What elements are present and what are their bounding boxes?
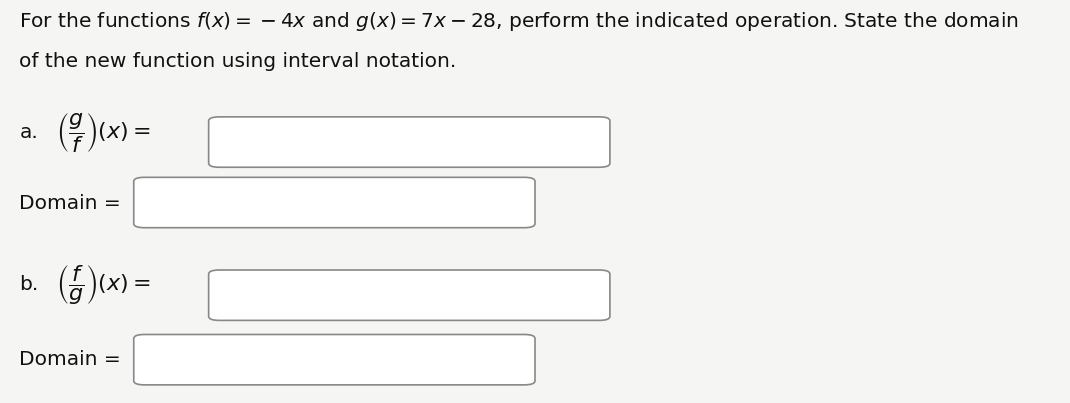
Text: Domain =: Domain = [19,194,121,213]
Text: $\left(\dfrac{g}{f}\right)(x) =$: $\left(\dfrac{g}{f}\right)(x) =$ [56,112,151,154]
Text: Domain =: Domain = [19,350,121,369]
FancyBboxPatch shape [209,117,610,167]
Text: a.: a. [19,123,39,143]
Text: For the functions $f(x) = -4x$ and $g(x) = 7x - 28$, perform the indicated opera: For the functions $f(x) = -4x$ and $g(x)… [19,10,1019,33]
FancyBboxPatch shape [134,334,535,385]
Text: b.: b. [19,274,39,294]
Text: of the new function using interval notation.: of the new function using interval notat… [19,52,457,71]
FancyBboxPatch shape [209,270,610,320]
Text: $\left(\dfrac{f}{g}\right)(x) =$: $\left(\dfrac{f}{g}\right)(x) =$ [56,263,151,305]
FancyBboxPatch shape [134,177,535,228]
